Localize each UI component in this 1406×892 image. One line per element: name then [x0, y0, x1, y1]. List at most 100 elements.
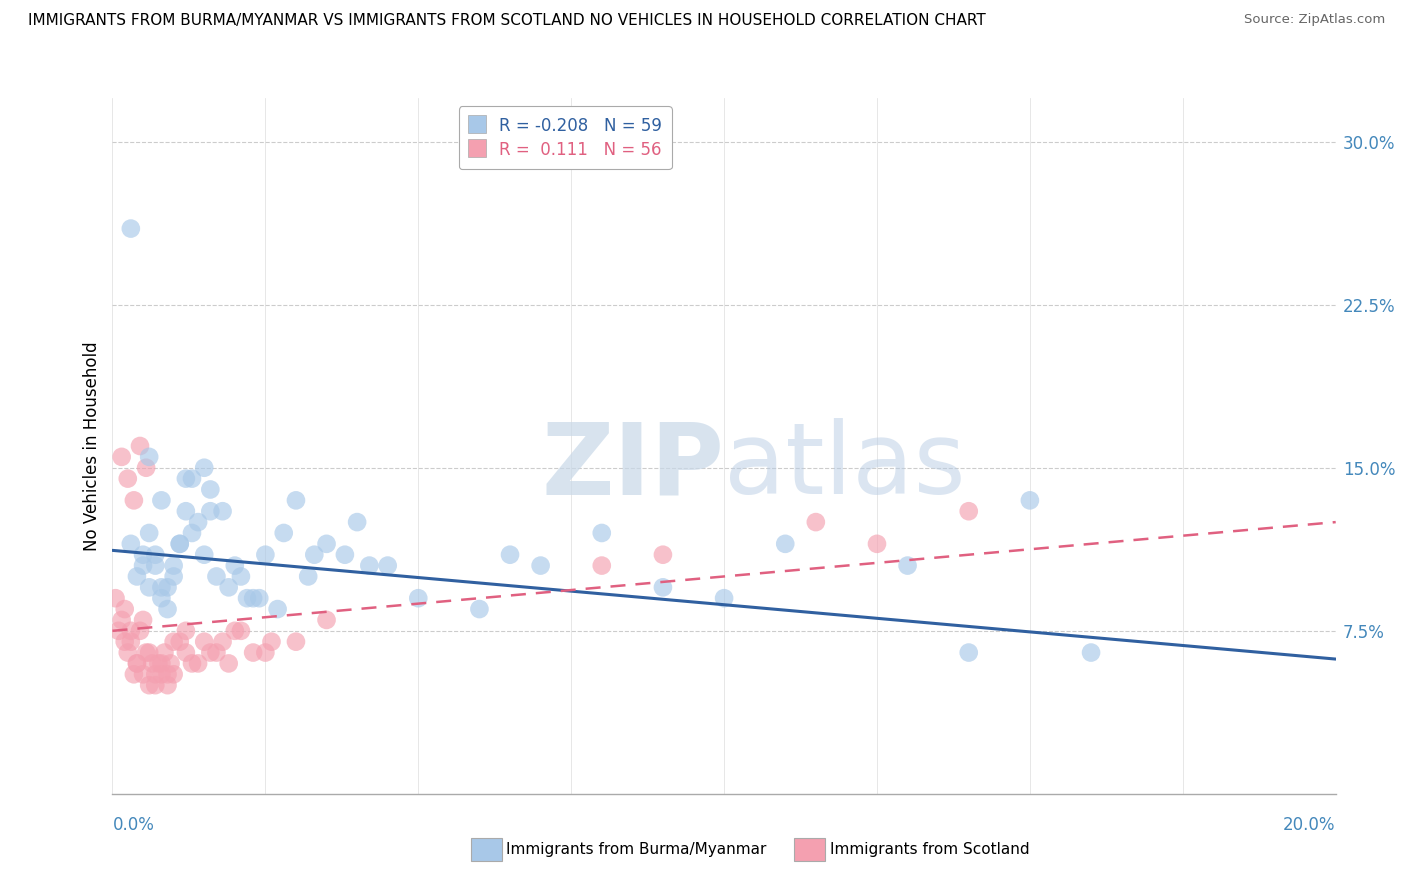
Point — [804, 515, 827, 529]
Legend: R = -0.208   N = 59, R =  0.111   N = 56: R = -0.208 N = 59, R = 0.111 N = 56 — [458, 106, 672, 169]
Point — [242, 591, 264, 606]
Text: Immigrants from Burma/Myanmar: Immigrants from Burma/Myanmar — [506, 842, 766, 856]
Point — [125, 569, 148, 583]
Point — [1018, 493, 1040, 508]
Point — [156, 580, 179, 594]
Point — [205, 569, 228, 583]
Point — [174, 472, 197, 486]
Text: Source: ZipAtlas.com: Source: ZipAtlas.com — [1244, 13, 1385, 27]
Point — [284, 634, 308, 648]
Point — [120, 624, 142, 638]
Point — [193, 460, 215, 475]
Point — [125, 657, 148, 671]
Point — [150, 667, 173, 681]
Point — [218, 657, 240, 671]
Point — [153, 646, 176, 660]
Point — [132, 667, 155, 681]
Point — [114, 602, 136, 616]
Point — [304, 548, 326, 562]
Point — [143, 548, 166, 562]
Point — [254, 646, 277, 660]
Point — [174, 646, 197, 660]
Point — [260, 634, 283, 648]
Point — [377, 558, 399, 573]
Point — [117, 646, 139, 660]
Point — [205, 646, 228, 660]
Point — [163, 634, 186, 648]
Point — [224, 624, 246, 638]
Point — [156, 678, 179, 692]
Point — [125, 657, 148, 671]
Point — [129, 439, 152, 453]
Point — [138, 580, 160, 594]
Point — [132, 558, 155, 573]
Point — [193, 548, 215, 562]
Point — [150, 493, 173, 508]
Point — [229, 624, 252, 638]
Point — [284, 493, 308, 508]
Point — [107, 624, 129, 638]
Point — [120, 634, 142, 648]
Point — [148, 657, 170, 671]
Point — [122, 493, 145, 508]
Point — [138, 526, 160, 541]
Text: ZIP: ZIP — [541, 418, 724, 516]
Point — [773, 537, 796, 551]
Point — [181, 657, 204, 671]
Point — [169, 634, 191, 648]
Text: 0.0%: 0.0% — [112, 816, 155, 834]
Point — [174, 624, 197, 638]
Point — [138, 678, 160, 692]
Point — [211, 504, 233, 518]
Point — [713, 591, 735, 606]
Point — [174, 504, 197, 518]
Point — [866, 537, 889, 551]
Point — [224, 558, 246, 573]
Point — [346, 515, 368, 529]
Point — [114, 634, 136, 648]
Point — [169, 537, 191, 551]
Point — [156, 667, 179, 681]
Point — [163, 569, 186, 583]
Point — [104, 591, 127, 606]
Point — [135, 646, 157, 660]
Point — [187, 657, 209, 671]
Point — [957, 504, 980, 518]
Point — [499, 548, 522, 562]
Point — [897, 558, 920, 573]
Point — [468, 602, 491, 616]
Point — [163, 667, 186, 681]
Point — [652, 580, 675, 594]
Point — [408, 591, 430, 606]
Point — [150, 591, 173, 606]
Point — [266, 602, 288, 616]
Point — [181, 526, 204, 541]
Point — [163, 558, 186, 573]
Point — [229, 569, 252, 583]
Text: IMMIGRANTS FROM BURMA/MYANMAR VS IMMIGRANTS FROM SCOTLAND NO VEHICLES IN HOUSEHO: IMMIGRANTS FROM BURMA/MYANMAR VS IMMIGRA… — [28, 13, 986, 29]
Point — [120, 221, 142, 235]
Point — [138, 646, 160, 660]
Point — [129, 624, 152, 638]
Point — [156, 602, 179, 616]
Point — [315, 613, 337, 627]
Point — [138, 450, 160, 464]
Point — [187, 515, 209, 529]
Point — [315, 537, 337, 551]
Point — [1080, 646, 1102, 660]
Point — [143, 678, 166, 692]
Point — [297, 569, 319, 583]
Point — [200, 646, 222, 660]
Point — [254, 548, 277, 562]
Point — [247, 591, 270, 606]
Point — [111, 450, 134, 464]
Point — [957, 646, 980, 660]
Point — [333, 548, 356, 562]
Point — [141, 657, 163, 671]
Point — [117, 472, 139, 486]
Point — [135, 460, 157, 475]
Text: Immigrants from Scotland: Immigrants from Scotland — [830, 842, 1029, 856]
Point — [591, 526, 613, 541]
Text: 20.0%: 20.0% — [1284, 816, 1336, 834]
Point — [273, 526, 295, 541]
